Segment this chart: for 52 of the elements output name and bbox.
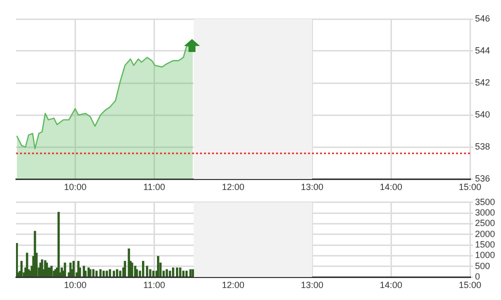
x-tick-label: 10:00 <box>64 182 86 192</box>
bar <box>72 260 75 277</box>
bar <box>92 269 95 277</box>
bar <box>172 268 174 277</box>
y-tick-label: 2000 <box>475 228 496 239</box>
bar <box>168 270 172 277</box>
x-tick-label: 11:00 <box>143 182 166 192</box>
y-tick-label: 538 <box>475 141 490 152</box>
y-tick-label: 0 <box>475 271 480 282</box>
x-tick-label: 14:00 <box>380 182 402 192</box>
x-tick-label: 13:00 <box>300 280 324 290</box>
bar <box>185 270 188 277</box>
bar <box>77 260 80 277</box>
x-tick-label: 12:00 <box>222 182 244 192</box>
x-tick-label: 15:00 <box>458 182 482 192</box>
x-tick-label: 14:00 <box>380 280 402 290</box>
x-tick-label: 13:00 <box>300 182 324 192</box>
bar <box>108 269 112 277</box>
bar <box>116 269 118 277</box>
bar <box>112 270 116 277</box>
y-tick-label: 3000 <box>475 208 496 218</box>
x-tick-label: 10:00 <box>64 280 86 290</box>
x-tick-label: 15:00 <box>458 280 482 290</box>
bar <box>106 270 108 277</box>
y-tick-label: 542 <box>475 77 490 88</box>
bar <box>166 269 168 277</box>
bar <box>119 270 122 277</box>
y-tick-label: 540 <box>475 109 490 120</box>
bar <box>136 269 138 277</box>
y-tick-label: 2500 <box>475 218 496 228</box>
bar <box>58 212 60 277</box>
bar <box>192 269 194 277</box>
y-tick-label: 3500 <box>475 196 496 207</box>
y-tick-label: 546 <box>475 13 490 24</box>
x-tick-label: 12:00 <box>222 280 244 290</box>
bar <box>142 260 144 277</box>
bar <box>156 256 160 277</box>
y-tick-label: 500 <box>475 260 490 271</box>
bar <box>95 270 98 277</box>
bar <box>149 269 152 277</box>
y-tick-label: 536 <box>475 173 490 184</box>
x-tick-label: 11:00 <box>143 280 166 290</box>
bar <box>182 270 185 277</box>
y-tick-label: 1000 <box>475 250 496 260</box>
bar <box>152 270 155 277</box>
y-tick-label: 544 <box>475 45 490 56</box>
y-tick-label: 1500 <box>475 240 496 250</box>
bar <box>99 269 102 277</box>
bar <box>179 268 182 277</box>
bar <box>189 269 192 277</box>
bar <box>102 270 105 277</box>
bar <box>16 242 18 277</box>
